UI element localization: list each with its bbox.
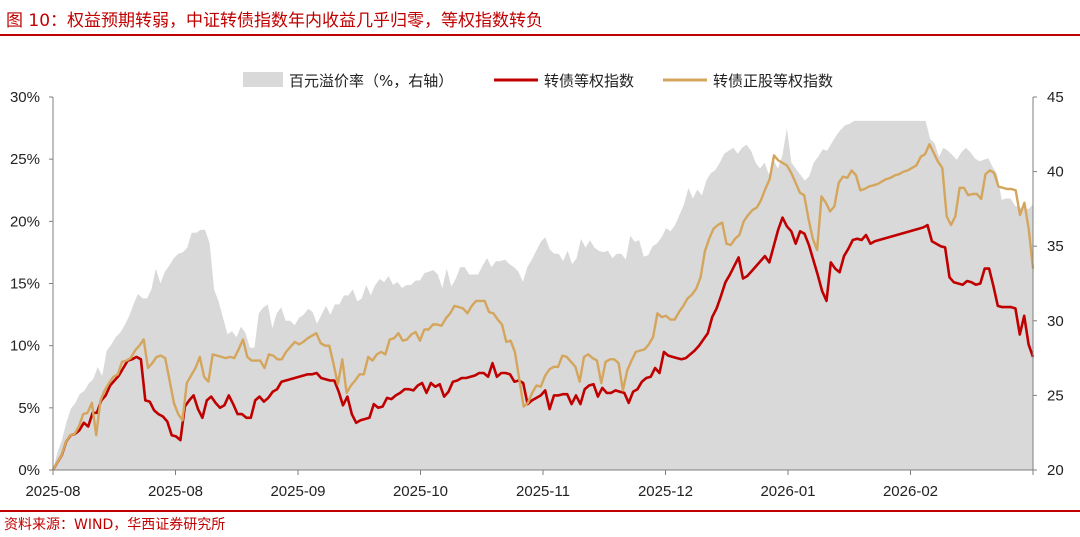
right-tick-label: 30 <box>1047 313 1064 330</box>
left-tick-label: 15% <box>10 276 40 293</box>
figure-title: 图 10：权益预期转弱，中证转债指数年内收益几乎归零，等权指数转负 <box>6 11 544 31</box>
left-tick-label: 10% <box>10 338 40 355</box>
series-line-stock-equal-weight <box>51 142 1035 471</box>
left-tick-label: 30% <box>10 89 40 106</box>
x-tick-label: 2025-08 <box>148 483 203 500</box>
legend-swatch-premium <box>243 72 283 87</box>
right-tick-label: 35 <box>1047 238 1064 255</box>
x-tick-label: 2025-10 <box>393 483 448 500</box>
right-tick-label: 40 <box>1047 164 1064 181</box>
plot-layer <box>51 120 1035 471</box>
title-bar: 图 10：权益预期转弱，中证转债指数年内收益几乎归零，等权指数转负 <box>0 0 1080 36</box>
left-tick-label: 0% <box>18 462 40 479</box>
x-tick-label: 2025-12 <box>638 483 693 500</box>
axis-layer: 0% 5% 10% 15% 20% 25% 30% 20 25 30 35 40 45 2025-08 20… <box>10 89 1064 500</box>
right-tick-label: 25 <box>1047 387 1064 404</box>
legend-label: 转债正股等权指数 <box>713 72 833 90</box>
left-tick-label: 25% <box>10 151 40 168</box>
right-tick-label: 45 <box>1047 89 1064 106</box>
series-area-premium <box>53 120 1033 471</box>
bottom-rule <box>0 510 1080 512</box>
legend-label: 转债等权指数 <box>544 72 634 90</box>
source-note: 资料来源：WIND，华西证券研究所 <box>4 517 226 533</box>
top-rule <box>0 34 1080 36</box>
right-tick-label: 20 <box>1047 462 1064 479</box>
chart: 0% 5% 10% 15% 20% 25% 30% 20 25 30 35 40 45 2025-08 20… <box>10 72 1064 500</box>
series-line-cb-equal-weight <box>51 216 1035 471</box>
x-tick-label: 2025-09 <box>270 483 325 500</box>
x-tick-label: 2026-01 <box>760 483 815 500</box>
legend: 百元溢价率（%，右轴） 转债等权指数 转债正股等权指数 <box>243 72 833 90</box>
legend-label: 百元溢价率（%，右轴） <box>289 72 453 90</box>
x-tick-label: 2025-08 <box>25 483 80 500</box>
left-tick-label: 20% <box>10 213 40 230</box>
x-tick-label: 2025-11 <box>516 483 570 500</box>
x-tick-label: 2026-02 <box>883 483 938 500</box>
left-tick-label: 5% <box>18 400 40 417</box>
